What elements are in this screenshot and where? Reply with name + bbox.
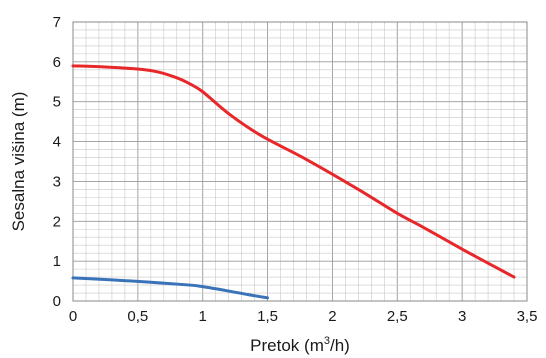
y-axis-label: Sesalna višina (m) xyxy=(9,92,28,232)
series-layer xyxy=(71,64,516,300)
y-tick-label: 1 xyxy=(53,253,61,270)
x-tick-label: 1 xyxy=(199,308,207,325)
x-axis-ticks: 0 0,5 1 1,5 2 2,5 3 3,5 xyxy=(69,308,538,325)
y-tick-label: 7 xyxy=(53,14,61,31)
y-tick-label: 6 xyxy=(53,54,61,71)
y-tick-label: 0 xyxy=(53,293,61,310)
x-tick-label: 3,5 xyxy=(517,308,538,325)
y-tick-label: 5 xyxy=(53,94,61,111)
x-tick-label: 1,5 xyxy=(257,308,278,325)
x-tick-label: 2 xyxy=(328,308,336,325)
x-tick-label: 0,5 xyxy=(127,308,148,325)
series-line-1 xyxy=(71,64,516,279)
y-axis-ticks: 0 1 2 3 4 5 6 7 xyxy=(53,14,61,310)
x-axis-label: Pretok (m3/h) xyxy=(250,335,350,355)
y-tick-label: 3 xyxy=(53,173,61,190)
y-tick-label: 4 xyxy=(53,134,61,151)
x-tick-label: 2,5 xyxy=(387,308,408,325)
x-tick-label: 0 xyxy=(69,308,77,325)
plot-frame xyxy=(72,21,528,302)
x-tick-label: 3 xyxy=(458,308,466,325)
y-tick-label: 2 xyxy=(53,213,61,230)
grid xyxy=(72,21,528,302)
series-line-2 xyxy=(71,276,270,300)
